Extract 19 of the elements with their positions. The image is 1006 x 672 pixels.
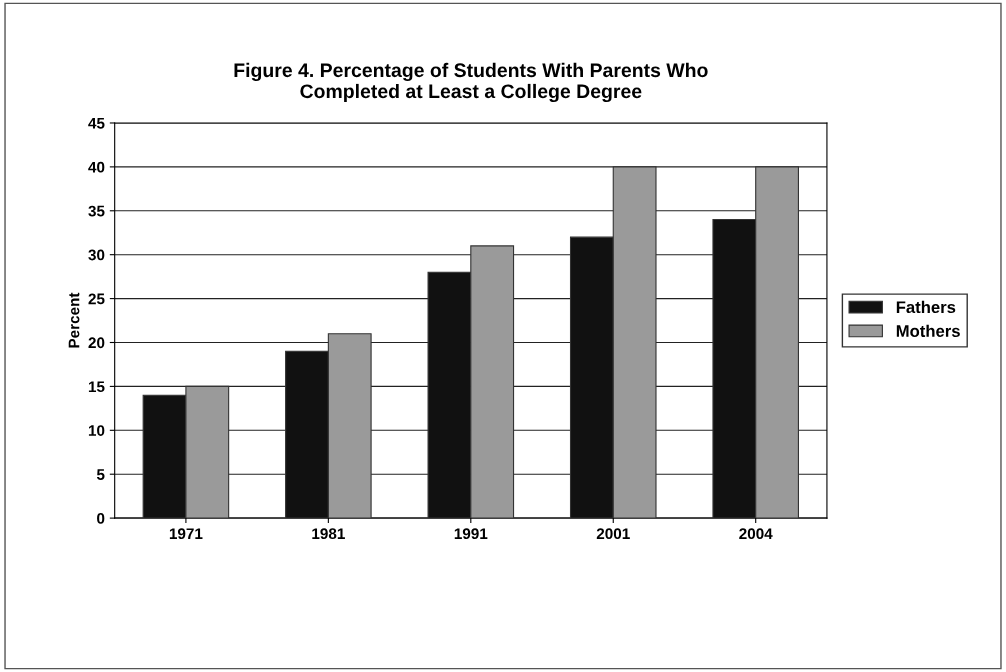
y-tick-label: 40	[88, 161, 105, 173]
y-tick-label: 15	[88, 381, 105, 393]
chart-title: Figure 4. Percentage of Students With Parents Who Completed at Least a College Degree	[234, 62, 708, 103]
y-tick-label: 25	[88, 293, 105, 305]
y-tick-label: 10	[88, 425, 105, 436]
x-tick-label: 2001	[596, 528, 630, 540]
y-tick-label: 20	[88, 337, 105, 349]
y-tick-label: 0	[97, 512, 105, 524]
y-axis-title: Percent	[68, 292, 80, 348]
y-tick-label: 5	[96, 469, 105, 480]
x-tick-label: 2004	[739, 528, 773, 540]
x-tick-label: 1981	[312, 528, 345, 540]
x-tick-label: 1991	[454, 528, 488, 540]
legend-label: Fathers	[896, 300, 956, 314]
x-tick-label: 1971	[169, 528, 203, 540]
y-tick-label: 45	[88, 118, 105, 129]
y-tick-label: 30	[88, 249, 105, 261]
legend-label: Mothers	[896, 324, 960, 337]
y-tick-label: 35	[88, 205, 105, 217]
